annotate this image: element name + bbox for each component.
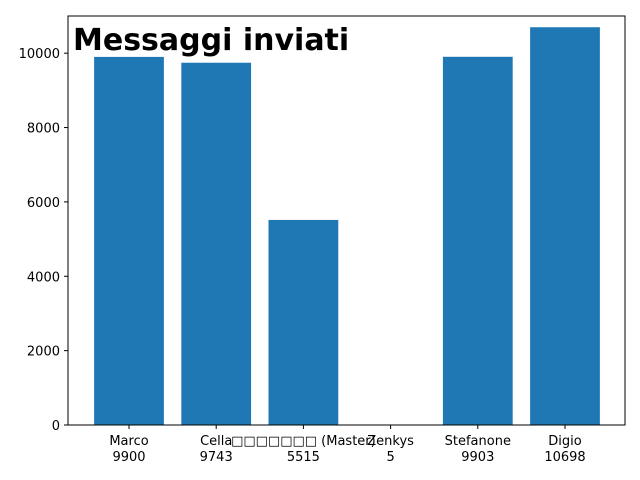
x-tick-label-name: Zenkys xyxy=(367,434,414,449)
bars-group xyxy=(94,27,600,426)
y-tick-label: 6000 xyxy=(27,196,60,211)
x-tick-label-name: Cella xyxy=(200,434,232,449)
y-tick-label: 10000 xyxy=(19,47,60,62)
x-tick-label-value: 5515 xyxy=(287,450,320,465)
bar-5 xyxy=(530,27,600,425)
x-tick-label-name: Stefanone xyxy=(445,434,511,449)
plot-frame xyxy=(67,15,626,426)
x-tick-label-value: 10698 xyxy=(544,450,585,465)
y-tick-label: 2000 xyxy=(27,345,60,360)
y-tick-label: 8000 xyxy=(27,122,60,137)
bar-4 xyxy=(442,56,513,426)
bar-1 xyxy=(181,62,252,425)
x-tick-label-value: 5 xyxy=(386,450,394,465)
y-axis: 0 2000 4000 6000 8000 10000 xyxy=(19,47,68,434)
y-tick-label: 0 xyxy=(52,419,60,434)
bar-0 xyxy=(94,56,164,426)
x-tick-label-value: 9903 xyxy=(461,450,494,465)
y-tick-label: 4000 xyxy=(27,270,60,285)
chart-title: Messaggi inviati xyxy=(73,23,349,58)
x-tick-label-name: Digio xyxy=(548,434,581,449)
x-tick-label-value: 9743 xyxy=(200,450,233,465)
x-tick-label-name: Marco xyxy=(109,434,148,449)
x-tick-label-value: 9900 xyxy=(112,450,145,465)
x-tick-label-name: □□□□□□□ (Master) xyxy=(231,434,376,449)
bar-2 xyxy=(268,219,339,425)
